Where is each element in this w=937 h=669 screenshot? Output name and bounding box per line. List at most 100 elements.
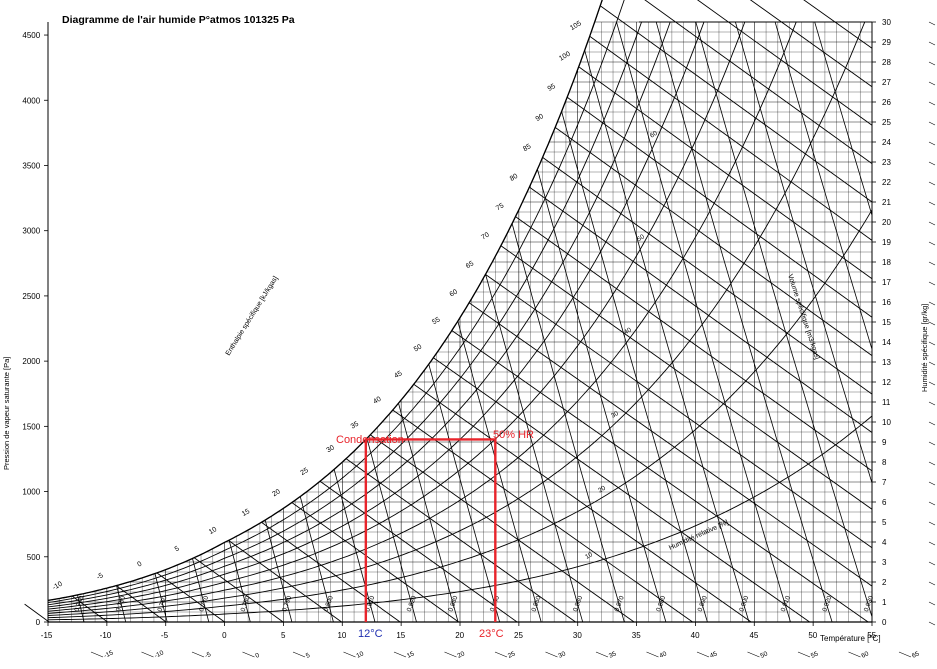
volume-line [655, 21, 833, 623]
enthalpy-tick-label: 10 [208, 526, 218, 536]
right-edge-mark [928, 101, 936, 106]
y-right-tick-label: 16 [882, 298, 891, 307]
enthalpy-line [803, 0, 873, 49]
enthalpy-tick-label: 50 [413, 343, 423, 353]
x-tick-label: 45 [749, 631, 758, 640]
enthalpy-tick-label: 90 [535, 113, 545, 123]
enthalpy-line [529, 186, 873, 433]
y-right-tick-label: 0 [882, 618, 887, 627]
bottom-enthalpy-label: 30 [557, 650, 567, 660]
enthalpy-tick-label: 15 [241, 508, 251, 518]
x-axis-title: Température [°C] [820, 634, 881, 643]
enthalpy-tick-label: 70 [480, 231, 490, 241]
enthalpy-line [291, 502, 459, 623]
bottom-enthalpy-tick [747, 651, 760, 658]
bottom-enthalpy-tick [797, 651, 811, 658]
x-tick-label: 10 [337, 631, 346, 640]
right-edge-mark [928, 281, 936, 286]
bottom-enthalpy-tick [393, 651, 407, 658]
bottom-enthalpy-label: -10 [153, 649, 165, 659]
y-right-tick-label: 13 [882, 358, 891, 367]
enthalpy-tick-label: 30 [326, 444, 336, 454]
bottom-enthalpy-label: 15 [406, 650, 416, 660]
rh-tick-label: 40 [623, 326, 633, 336]
x-tick-label: 15 [396, 631, 405, 640]
right-edge-mark [928, 561, 936, 566]
process-path [364, 438, 497, 622]
x-tick-label: 25 [514, 631, 523, 640]
enthalpy-tick-label: 75 [495, 202, 505, 212]
enthalpy-tick-label: -5 [96, 572, 105, 581]
enthalpy-tick-label: 25 [299, 467, 309, 477]
bottom-enthalpy-label: 40 [658, 650, 668, 660]
rh-curve [48, 0, 872, 614]
y-right-tick-label: 11 [882, 398, 891, 407]
y-right-tick-label: 3 [882, 558, 887, 567]
condensation-label: Condensation [336, 434, 404, 446]
right-edge-mark [928, 301, 936, 306]
enthalpy-line [578, 66, 873, 280]
rh-tick-label: 10 [584, 551, 594, 561]
enthalpy-line [542, 157, 873, 395]
enthalpy-line [413, 383, 752, 623]
x-tick-label: -15 [41, 631, 53, 640]
y-left-tick-label: 1500 [22, 422, 40, 431]
bottom-enthalpy-tick [848, 651, 861, 658]
enthalpy-line [193, 557, 284, 623]
enthalpy-tick-label: 105 [569, 20, 583, 32]
enthalpy-tick-label: 35 [350, 421, 360, 431]
y-right-tick-label: 4 [882, 538, 887, 547]
right-edge-mark [928, 161, 936, 166]
volume-line [774, 21, 872, 623]
x-tick-label: 40 [691, 631, 700, 640]
bottom-enthalpy-tick [90, 651, 104, 658]
right-edge-mark [928, 21, 936, 26]
right-edge-mark [928, 341, 936, 346]
enthalpy-line [696, 0, 873, 126]
rh-curve [48, 3, 872, 616]
y-left-tick-label: 1000 [22, 488, 40, 497]
right-edge-mark [928, 321, 936, 326]
enthalpy-tick-label: 40 [372, 396, 382, 406]
volume-line [616, 21, 791, 623]
bottom-enthalpy-tick [898, 651, 912, 658]
bottom-enthalpy-tick [343, 651, 356, 658]
right-edge-mark [928, 181, 936, 186]
volume-line [695, 21, 872, 623]
enthalpy-tick-label: 55 [431, 316, 441, 326]
right-edge-mark [928, 41, 936, 46]
bottom-enthalpy-label: 5 [305, 652, 312, 660]
right-edge-mark [928, 141, 936, 146]
y-right-tick-label: 6 [882, 498, 887, 507]
y-right-tick-label: 12 [882, 378, 891, 387]
rh-curve [48, 0, 872, 608]
enthalpy-tick-label: 85 [522, 143, 532, 153]
bottom-enthalpy-label: 60 [860, 650, 870, 660]
x-tick-label: 20 [455, 631, 464, 640]
bottom-enthalpy-tick [141, 651, 154, 658]
right-edge-mark [928, 621, 936, 626]
enthalpy-line [24, 603, 50, 623]
enthalpy-tick-label: 0 [136, 561, 143, 569]
bottom-enthalpy-label: -5 [204, 651, 213, 660]
x-tick-label: 50 [808, 631, 817, 640]
enthalpy-tick-label: 45 [393, 370, 403, 380]
bottom-enthalpy-tick [595, 651, 609, 658]
rh-curve [48, 0, 872, 604]
volume-line [576, 21, 750, 623]
bottom-enthalpy-tick [242, 651, 255, 658]
y-right-tick-label: 22 [882, 178, 891, 187]
y-left-tick-label: 500 [27, 553, 41, 562]
bottom-enthalpy-label: 35 [608, 650, 618, 660]
y-right-tick-label: 24 [882, 138, 891, 147]
y-right-tick-label: 14 [882, 338, 891, 347]
y-right-tick-label: 23 [882, 158, 891, 167]
enthalpy-tick-label: 100 [558, 51, 572, 63]
y-right-tick-label: 8 [882, 458, 887, 467]
right-edge-mark [928, 481, 936, 486]
y-right-tick-label: 26 [882, 98, 891, 107]
rh-tick-label: 50 [636, 233, 646, 243]
enthalpy-line [566, 96, 873, 318]
bottom-enthalpy-label: 50 [759, 650, 769, 660]
